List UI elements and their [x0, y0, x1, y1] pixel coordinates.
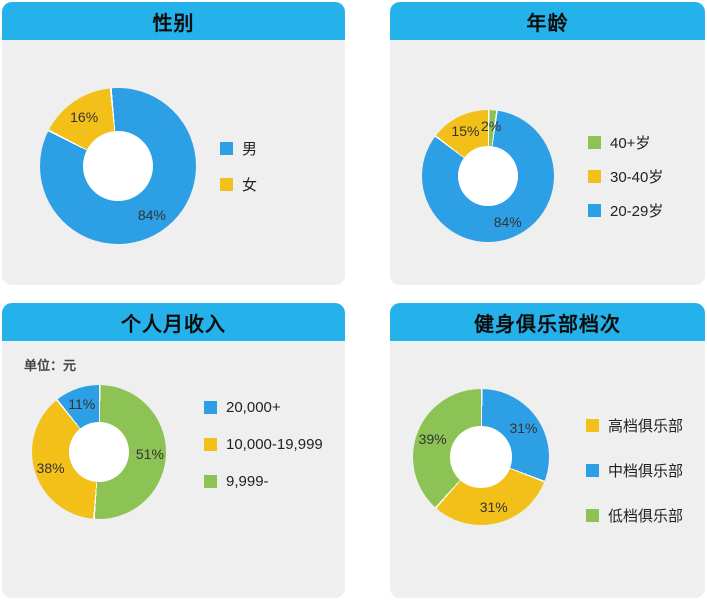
panel-income-header: 个人月收入 — [2, 303, 345, 341]
panel-income: 个人月收入 单位：元 51% 38% 11% 20,000+ 10,000-19,9… — [2, 303, 345, 598]
income-legend: 20,000+ 10,000-19,999 9,999- — [204, 399, 323, 490]
panel-club-level: 健身俱乐部档次 31% 31% 39% 高档俱乐部 中档俱乐部 低档俱乐部 — [390, 303, 705, 598]
slice-label: 16% — [70, 109, 99, 126]
panel-club-level-header: 健身俱乐部档次 — [390, 303, 705, 341]
legend-label: 9,999- — [226, 473, 269, 490]
legend-swatch — [588, 170, 601, 183]
legend-item: 高档俱乐部 — [586, 415, 683, 436]
legend-swatch — [220, 142, 233, 155]
slice-label: 31% — [509, 419, 538, 436]
legend-item: 30-40岁 — [588, 166, 663, 187]
legend-item: 20-29岁 — [588, 200, 663, 221]
panel-title: 性别 — [152, 12, 195, 35]
legend-label: 20-29岁 — [610, 203, 664, 220]
panel-age: 年龄 2% 84% 15% 40+岁 30-40岁 20-29岁 — [390, 2, 705, 285]
panel-title: 健身俱乐部档次 — [474, 313, 621, 336]
legend-swatch — [586, 464, 599, 477]
panel-gender-header: 性别 — [2, 2, 345, 40]
legend-item: 低档俱乐部 — [586, 505, 683, 526]
slice-label: 31% — [479, 499, 508, 516]
slice-label: 84% — [493, 214, 522, 231]
panel-age-header: 年龄 — [390, 2, 705, 40]
legend-item: 男 — [220, 138, 257, 159]
legend-swatch — [588, 136, 601, 149]
legend-item: 9,999- — [204, 473, 323, 490]
income-donut-chart: 51% 38% 11% — [32, 385, 166, 519]
slice-label: 15% — [451, 123, 480, 140]
legend-swatch — [204, 401, 217, 414]
gender-legend: 男 女 — [220, 138, 257, 195]
legend-item: 中档俱乐部 — [586, 460, 683, 481]
legend-swatch — [220, 178, 233, 191]
legend-label: 中档俱乐部 — [608, 463, 684, 480]
legend-item: 女 — [220, 174, 257, 195]
legend-item: 40+岁 — [588, 132, 663, 153]
unit-note: 单位：元 — [24, 358, 77, 373]
age-legend: 40+岁 30-40岁 20-29岁 — [588, 132, 663, 221]
legend-label: 40+岁 — [610, 135, 651, 152]
slice-label: 84% — [137, 206, 166, 223]
legend-label: 低档俱乐部 — [608, 508, 684, 525]
slice-label: 38% — [36, 459, 65, 476]
legend-label: 女 — [242, 177, 258, 194]
legend-swatch — [204, 475, 217, 488]
slice-label: 51% — [135, 445, 164, 462]
legend-item: 20,000+ — [204, 399, 323, 416]
panel-gender: 性别 84% 16% 男 女 — [2, 2, 345, 285]
legend-label: 10,000-19,999 — [226, 436, 323, 453]
legend-swatch — [586, 419, 599, 432]
legend-label: 高档俱乐部 — [608, 418, 684, 435]
slice-label: 2% — [480, 117, 502, 134]
panel-title: 个人月收入 — [121, 313, 226, 336]
gender-donut-chart: 84% 16% — [40, 88, 196, 244]
club-level-legend: 高档俱乐部 中档俱乐部 低档俱乐部 — [586, 415, 683, 526]
legend-label: 男 — [242, 141, 258, 158]
age-donut-chart: 2% 84% 15% — [422, 110, 554, 242]
legend-swatch — [586, 509, 599, 522]
legend-swatch — [204, 438, 217, 451]
legend-item: 10,000-19,999 — [204, 436, 323, 453]
legend-swatch — [588, 204, 601, 217]
legend-label: 20,000+ — [226, 399, 281, 416]
slice-label: 11% — [68, 396, 96, 413]
panel-title: 年龄 — [526, 12, 569, 35]
legend-label: 30-40岁 — [610, 169, 664, 186]
club-level-donut-chart: 31% 31% 39% — [413, 389, 549, 525]
slice-label: 39% — [418, 430, 447, 447]
